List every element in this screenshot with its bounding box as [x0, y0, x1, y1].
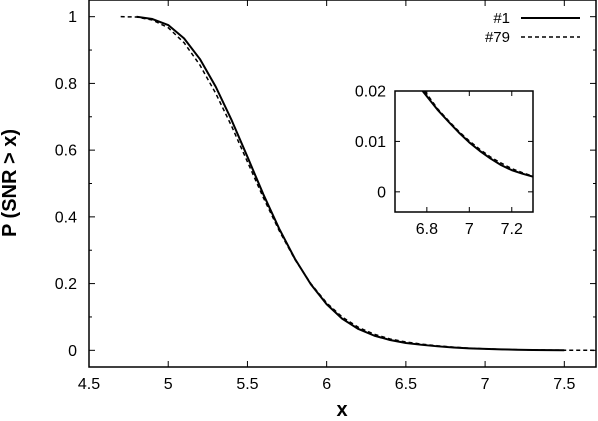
inset-ticks: 6.8 7 7.2 0 0.01 0.02 [355, 84, 533, 238]
main-x-tick-label: 5.5 [236, 376, 258, 393]
inset-y-tick-label: 0.02 [355, 84, 386, 101]
main-x-tick-label: 5 [164, 376, 173, 393]
legend-label-series-1: #1 [493, 10, 510, 27]
inset-series-layer [421, 91, 533, 178]
inset-x-tick-label: 7.2 [501, 221, 523, 238]
inset-series-line-1 [421, 91, 533, 178]
inset-y-tick-label: 0.01 [355, 134, 386, 151]
main-x-tick-label: 6 [322, 376, 331, 393]
main-series-line-2 [120, 15, 596, 352]
inset-y-tick-label: 0 [377, 184, 386, 201]
main-series-layer [120, 15, 596, 352]
main-x-tick-label: 7 [481, 376, 490, 393]
x-axis-title: x [336, 399, 347, 421]
inset-background [395, 91, 533, 212]
inset-series-line-2 [424, 91, 533, 177]
y-axis-title: P (SNR > x) [0, 129, 21, 237]
inset-plot-frame [394, 90, 534, 213]
main-y-tick-label: 1 [68, 9, 77, 26]
main-y-tick-label: 0.8 [55, 76, 77, 93]
main-y-tick-label: 0.4 [55, 209, 77, 226]
main-x-tick-label: 4.5 [78, 376, 100, 393]
inset-x-tick-label: 7 [465, 221, 474, 238]
inset-plot: 6.8 7 7.2 0 0.01 0.02 [355, 84, 534, 238]
main-y-tick-label: 0 [68, 343, 77, 360]
main-ticks: 4.5 5 5.5 6 6.5 7 7.5 0 0.2 0.4 0.6 0.8 1 [55, 0, 596, 393]
legend-label-series-2: #79 [485, 29, 510, 46]
main-x-tick-label: 6.5 [395, 376, 417, 393]
main-y-tick-label: 0.6 [55, 143, 77, 160]
legend: #1 #79 [485, 10, 580, 46]
main-x-tick-label: 7.5 [553, 376, 575, 393]
inset-x-tick-label: 6.8 [416, 221, 438, 238]
main-y-tick-label: 0.2 [55, 276, 77, 293]
